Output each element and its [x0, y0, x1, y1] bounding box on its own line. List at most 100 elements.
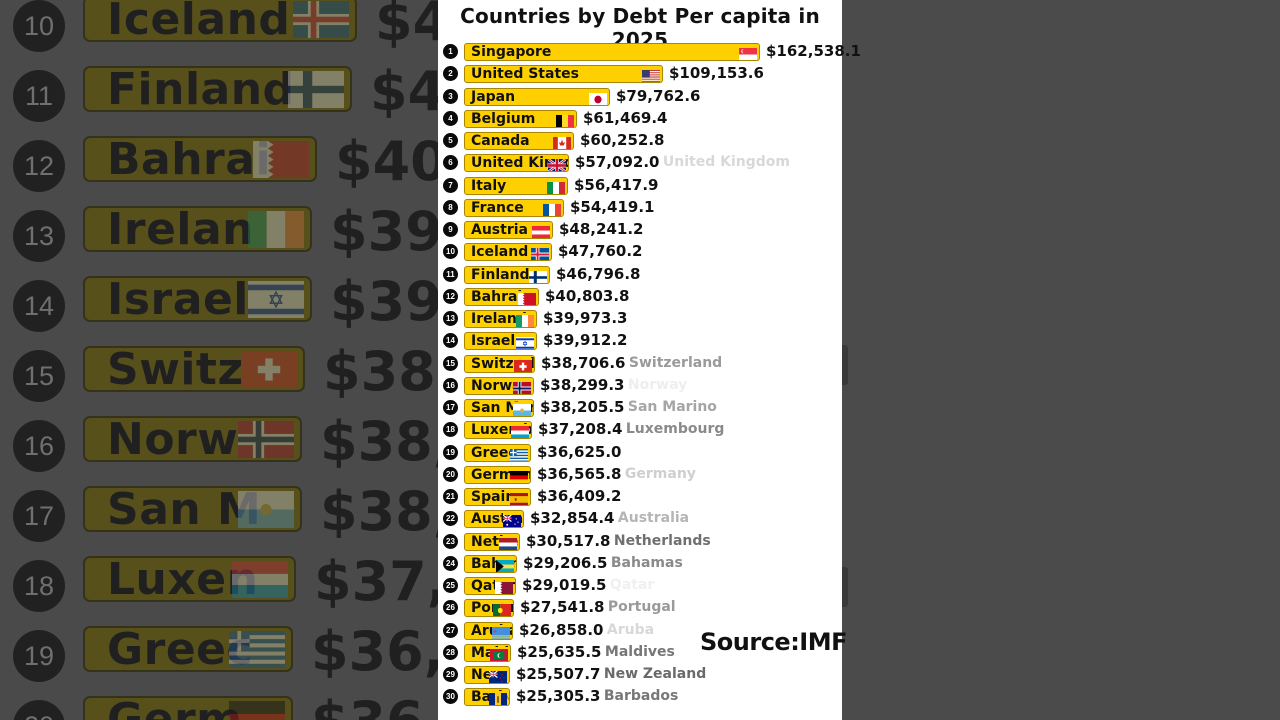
- backdrop-value-label: $40: [335, 130, 438, 193]
- singapore-flag-icon: [739, 46, 757, 60]
- country-label: Italy: [471, 177, 507, 194]
- country-label: United Kingdom: [471, 155, 568, 172]
- rank-badge: 28: [443, 644, 458, 660]
- bar: Belgium: [464, 109, 577, 128]
- backdrop-country-label: Bahrai: [107, 136, 272, 182]
- backdrop-rank-badge: 15: [13, 350, 65, 402]
- country-label: Ireland: [471, 311, 527, 327]
- value-label: $109,153.6: [669, 64, 764, 83]
- backdrop-value-label: $38,2: [320, 410, 438, 473]
- bar: Canada: [464, 132, 574, 150]
- rank-badge: 18: [443, 422, 458, 438]
- bar: Iceland: [464, 243, 552, 262]
- backdrop-row: 14 Israel $39,: [0, 266, 438, 333]
- country-label: Bahrain: [471, 288, 533, 305]
- value-label: $27,541.8: [520, 598, 605, 617]
- country-label: Canada: [471, 133, 530, 149]
- ghost-country-label: Qatar: [609, 577, 655, 593]
- backdrop-bar: Israel: [83, 276, 312, 322]
- luxembourg-flag-icon: [511, 424, 529, 439]
- value-label: $162,538.1: [766, 42, 861, 60]
- backdrop-rank-badge: 20: [13, 700, 65, 720]
- backdrop-row: 18 Luxen $37,2: [0, 546, 438, 613]
- bar-row: 26 Portugal $27,541.8 Portugal: [438, 597, 842, 618]
- right-shade: [842, 0, 1280, 720]
- australia-flag-icon: [502, 513, 521, 528]
- bar-row: 18 Luxembourg $37,208.4 Luxembourg: [438, 419, 842, 440]
- backdrop-rank-badge: 11: [13, 70, 65, 122]
- bar: Barbados: [464, 688, 510, 707]
- backdrop-country-label: San M: [107, 486, 262, 532]
- rank-badge: 14: [443, 333, 458, 349]
- uk-flag-icon: [547, 157, 567, 172]
- bar-row: 2 United States $109,153.6: [438, 63, 842, 84]
- backdrop-country-label: Iceland: [107, 0, 291, 42]
- bar-row: 20 Germany $36,565.8 Germany: [438, 464, 842, 484]
- ghost-country-label: United Kingdom: [662, 154, 790, 171]
- bar-row: 6 United Kingdom $57,092.0 United Kingdo…: [438, 152, 842, 173]
- bar: Qatar: [464, 577, 516, 595]
- backdrop-country-label: Irelan: [107, 206, 255, 252]
- backdrop-value-label: $38,2: [320, 480, 438, 543]
- rank-badge: 16: [443, 377, 458, 393]
- rank-badge: 29: [443, 667, 458, 682]
- bar-row: 17 San Marino $38,205.5 San Marino: [438, 397, 842, 417]
- backdrop-iceland-flag-icon: [293, 1, 349, 38]
- bar: Germany: [464, 465, 531, 484]
- bahrain-flag-icon: [518, 290, 536, 305]
- backdrop-value-label: $39,: [330, 270, 438, 333]
- norway-flag-icon: [513, 379, 531, 394]
- bar-row: 16 Norway $38,299.3 Norway: [438, 375, 842, 395]
- bar-row: 23 Netherlands $30,517.8 Netherlands: [438, 531, 842, 551]
- usa-flag-icon: [642, 68, 660, 83]
- rank-badge: 6: [443, 155, 458, 171]
- backdrop-dim-overlay: [0, 0, 438, 720]
- backdrop-bar: Irelan: [83, 206, 312, 252]
- bar-row: 10 Iceland $47,760.2: [438, 241, 842, 262]
- bar-row: 3 Japan $79,762.6: [438, 86, 842, 106]
- belgium-flag-icon: [556, 112, 574, 127]
- rank-badge: 15: [443, 355, 458, 371]
- bar-row: 29 New Zealand $25,507.7 New Zealand: [438, 664, 842, 684]
- value-label: $40,803.8: [545, 286, 630, 305]
- rank-badge: 21: [443, 489, 458, 504]
- backdrop-greece-flag-icon: [229, 631, 285, 668]
- bar: United States: [464, 65, 663, 84]
- ghost-country-label: Aruba: [606, 621, 655, 638]
- backdrop-value-label: $36,5: [311, 690, 438, 720]
- aruba-flag-icon: [492, 624, 510, 639]
- ghost-country-label: San Marino: [627, 399, 717, 415]
- san-marino-flag-icon: [513, 402, 531, 416]
- rank-badge: 10: [443, 244, 458, 260]
- bar-row: 22 Australia $32,854.4 Australia: [438, 508, 842, 529]
- backdrop-rank-badge: 18: [13, 560, 65, 612]
- bar: Luxembourg: [464, 421, 532, 440]
- value-label: $47,760.2: [558, 242, 643, 261]
- country-label: Israel: [471, 333, 516, 350]
- backdrop-country-label: Finland: [107, 66, 295, 112]
- value-label: $57,092.0: [575, 153, 660, 172]
- portugal-flag-icon: [493, 602, 511, 617]
- barbados-flag-icon: [489, 691, 507, 706]
- country-label: Belgium: [471, 110, 536, 127]
- value-label: $30,517.8: [526, 531, 611, 550]
- bar-row: 28 Maldives $25,635.5 Maldives: [438, 642, 842, 662]
- value-label: $38,299.3: [540, 375, 625, 394]
- rank-badge: 1: [443, 44, 458, 59]
- backdrop-finland-flag-icon: [288, 71, 344, 108]
- rank-badge: 20: [443, 466, 458, 482]
- bar-row: 25 Qatar $29,019.5 Qatar: [438, 575, 842, 595]
- bar-row: 4 Belgium $61,469.4: [438, 108, 842, 128]
- country-label: Spain: [471, 489, 516, 505]
- bar-row: 11 Finland $46,796.8: [438, 264, 842, 284]
- switzerland-flag-icon: [514, 357, 532, 372]
- canada-flag-icon: [553, 135, 571, 149]
- value-label: $38,205.5: [540, 398, 625, 416]
- backdrop-bar: Iceland: [83, 0, 357, 42]
- ghost-country-label: Bahamas: [610, 554, 683, 571]
- value-label: $36,565.8: [537, 464, 622, 483]
- bar: Finland: [464, 265, 550, 284]
- backdrop-country-label: Germ: [107, 698, 243, 720]
- new-zealand-flag-icon: [488, 669, 507, 683]
